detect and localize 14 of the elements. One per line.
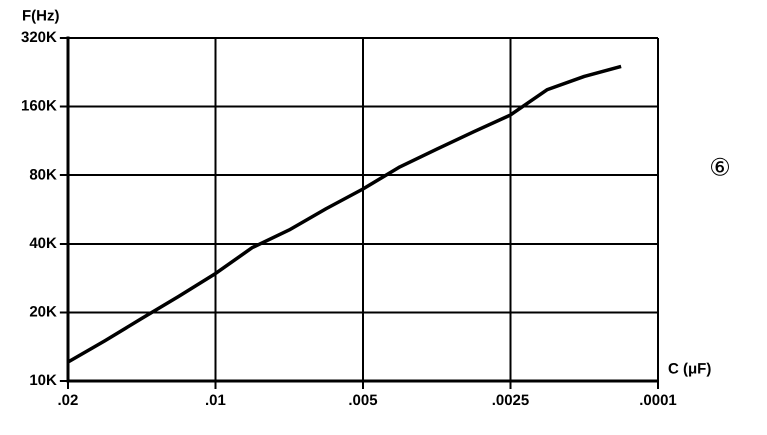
y-tick-label: 320K — [21, 29, 58, 46]
y-tick-label: 20K — [29, 304, 58, 321]
y-axis-title: F(Hz) — [22, 8, 60, 25]
x-tick-label: .01 — [204, 392, 226, 410]
y-tick-label: 10K — [29, 372, 58, 390]
x-tick-label: .02 — [57, 392, 78, 410]
x-tick-label: .0025 — [492, 392, 530, 410]
y-tick-label: 80K — [29, 166, 58, 184]
x-tick-label: .0001 — [639, 392, 677, 410]
y-tick-label: 160K — [21, 98, 58, 115]
y-tick-label: 40K — [29, 234, 58, 252]
x-tick-label: .005 — [348, 392, 378, 410]
x-axis-title: C (μF) — [668, 360, 712, 378]
text: ⑥ — [709, 154, 731, 182]
